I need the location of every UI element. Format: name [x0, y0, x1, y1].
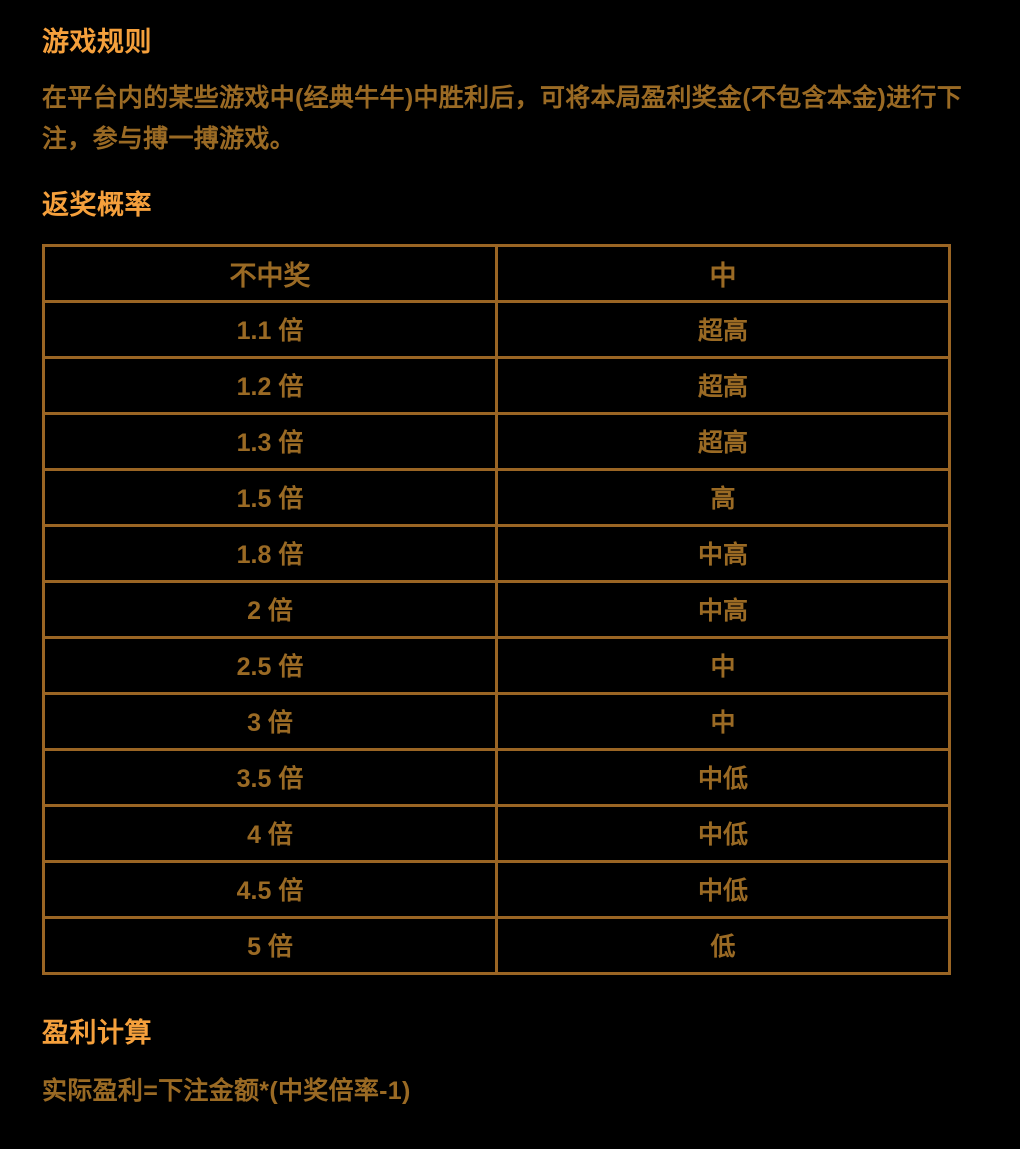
table-row: 1.3 倍超高 [42, 411, 951, 471]
table-row: 3 倍中 [42, 691, 951, 751]
column-header-no-win: 不中奖 [42, 243, 498, 303]
cell-multiplier: 3 倍 [42, 691, 498, 751]
cell-multiplier: 4.5 倍 [42, 859, 498, 919]
cell-multiplier: 3.5 倍 [42, 747, 498, 807]
cell-chance: 中 [495, 635, 951, 695]
cell-chance: 中低 [495, 859, 951, 919]
cell-multiplier: 2 倍 [42, 579, 498, 639]
column-header-win: 中 [495, 243, 951, 303]
cell-multiplier: 2.5 倍 [42, 635, 498, 695]
cell-chance: 超高 [495, 355, 951, 415]
table-header-row: 不中奖 中 [42, 243, 951, 303]
table-head: 不中奖 中 [42, 243, 951, 303]
game-rules-heading: 游戏规则 [42, 27, 152, 57]
return-probability-table-wrap: 不中奖 中 1.1 倍超高 1.2 倍超高 1.3 倍超高 1.5 倍高 1.8 倍中高… [42, 222, 978, 975]
profit-calculation-heading: 盈利计算 [42, 1017, 152, 1048]
table-row: 2.5 倍中 [42, 635, 951, 695]
table-row: 1.8 倍中高 [42, 523, 951, 583]
profit-calculation-formula: 实际盈利=下注金额*(中奖倍率-1) [42, 1077, 411, 1106]
cell-chance: 超高 [495, 411, 951, 471]
cell-chance: 中低 [495, 803, 951, 863]
cell-multiplier: 5 倍 [42, 915, 498, 975]
cell-multiplier: 1.3 倍 [42, 411, 498, 471]
cell-chance: 低 [495, 915, 951, 975]
cell-multiplier: 1.5 倍 [42, 467, 498, 527]
cell-multiplier: 4 倍 [42, 803, 498, 863]
table-row: 5 倍低 [42, 915, 951, 975]
cell-multiplier: 1.8 倍 [42, 523, 498, 583]
cell-chance: 超高 [495, 299, 951, 359]
cell-multiplier: 1.1 倍 [42, 299, 498, 359]
cell-multiplier: 1.2 倍 [42, 355, 498, 415]
table-row: 1.1 倍超高 [42, 299, 951, 359]
cell-chance: 中高 [495, 579, 951, 639]
cell-chance: 中高 [495, 523, 951, 583]
table-row: 1.5 倍高 [42, 467, 951, 527]
table-body: 1.1 倍超高 1.2 倍超高 1.3 倍超高 1.5 倍高 1.8 倍中高 2 倍中高 2… [42, 299, 951, 975]
cell-chance: 中低 [495, 747, 951, 807]
table-row: 4 倍中低 [42, 803, 951, 863]
return-probability-table: 不中奖 中 1.1 倍超高 1.2 倍超高 1.3 倍超高 1.5 倍高 1.8 倍中高… [42, 243, 951, 975]
table-row: 2 倍中高 [42, 579, 951, 639]
game-rules-paragraph: 在平台内的某些游戏中(经典牛牛)中胜利后，可将本局盈利奖金(不包含本金)进行下注… [42, 84, 963, 153]
return-probability-heading: 返奖概率 [42, 190, 152, 221]
table-row: 1.2 倍超高 [42, 355, 951, 415]
table-row: 4.5 倍中低 [42, 859, 951, 919]
cell-chance: 中 [495, 691, 951, 751]
cell-chance: 高 [495, 467, 951, 527]
table-row: 3.5 倍中低 [42, 747, 951, 807]
